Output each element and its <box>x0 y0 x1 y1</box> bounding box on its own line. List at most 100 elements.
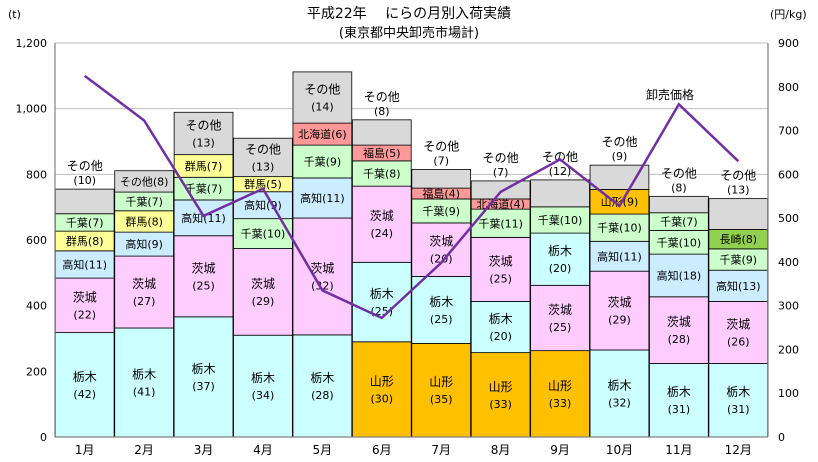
segment-share-label: (30) <box>370 392 393 405</box>
segment-label: 茨城 <box>370 209 394 223</box>
y-tick-label: 800 <box>26 168 47 181</box>
bar-segment <box>649 296 709 364</box>
bar-segment <box>470 236 531 302</box>
bar-segment <box>292 334 353 438</box>
segment-label: 茨城 <box>251 277 275 291</box>
bar-segment <box>530 232 590 286</box>
right-unit-label: (円/kg) <box>770 8 807 21</box>
segment-share-label: (31) <box>727 403 750 416</box>
segment-label: その他 <box>542 150 578 164</box>
segment-share-label: (13) <box>192 136 215 149</box>
bar-segment <box>411 343 472 438</box>
x-tick-label: 7月 <box>431 443 451 457</box>
segment-share-label: (8) <box>374 105 390 118</box>
bar-segment <box>530 179 590 208</box>
segment-label: 千葉(10) <box>597 221 642 235</box>
segment-label: 群馬(5) <box>244 177 282 191</box>
y2-tick-label: 200 <box>778 343 799 356</box>
price-line <box>83 74 740 320</box>
segment-label: その他 <box>720 169 756 183</box>
chart-subtitle: (東京都中央卸売市場計) <box>339 25 479 41</box>
segment-label: 茨城 <box>489 254 513 268</box>
segment-label: 千葉(8) <box>363 167 401 181</box>
bar-segment <box>292 144 353 179</box>
segment-share-label: (33) <box>489 398 512 411</box>
segment-label: 栃木 <box>73 370 97 384</box>
bar-group: 栃木 (34) 茨城 (29) 千葉(10) 高知(9) 群馬(5) その他 (13) <box>233 137 293 438</box>
bar-segment <box>470 352 531 438</box>
segment-label: 千葉(11) <box>478 216 523 230</box>
segment-label: 茨城 <box>73 290 97 304</box>
segment-share-label: (10) <box>73 174 96 187</box>
segment-share-label: (13) <box>727 184 750 197</box>
bar-segment <box>708 363 769 438</box>
bar-segment <box>649 363 709 438</box>
segment-label: 千葉(9) <box>422 204 460 218</box>
segment-share-label: (28) <box>311 389 334 402</box>
bar-segment <box>173 111 234 156</box>
y2-tick-label: 500 <box>778 212 799 225</box>
segment-label: 栃木 <box>192 362 216 376</box>
segment-label: その他 <box>304 83 340 97</box>
segment-share-label: (25) <box>192 279 215 292</box>
x-tick-label: 6月 <box>372 443 392 457</box>
chart-title: 平成22年 にらの月別入荷実績 <box>307 6 511 22</box>
segment-share-label: (31) <box>668 403 691 416</box>
segment-label: 福島(5) <box>363 146 401 160</box>
bar-segment <box>233 334 293 438</box>
segment-share-label: (33) <box>549 397 572 410</box>
y-tick-label: 200 <box>26 365 47 378</box>
bar-segment <box>708 269 769 302</box>
segment-label: 山形 <box>370 374 394 388</box>
bar-segment <box>708 198 769 230</box>
y-tick-label: 0 <box>40 431 47 444</box>
segment-share-label: (14) <box>311 101 334 114</box>
bar-segment <box>589 240 650 272</box>
y2-tick-label: 400 <box>778 256 799 269</box>
segment-share-label: (12) <box>549 165 572 178</box>
bar-segment <box>114 170 174 193</box>
segment-share-label: (29) <box>608 314 631 327</box>
segment-label: 群馬(8) <box>66 234 104 248</box>
left-unit-label: (t) <box>8 8 21 21</box>
bar-segment <box>470 300 531 354</box>
segment-share-label: (27) <box>133 295 156 308</box>
bar-segment <box>530 350 590 438</box>
bar-segment <box>411 169 472 189</box>
segment-label: その他 <box>186 118 222 132</box>
segment-label: 栃木 <box>667 385 691 399</box>
segment-share-label: (29) <box>252 295 275 308</box>
segment-label: 長崎(8) <box>719 232 757 246</box>
segment-share-label: (26) <box>727 335 750 348</box>
segment-share-label: (32) <box>608 396 631 409</box>
bar-group: 山形(33)栃木(20)茨城(25)千葉(11)北海道(4)その他(7) <box>470 151 531 438</box>
segment-share-label: (13) <box>252 160 275 173</box>
segment-share-label: (7) <box>433 154 449 167</box>
segment-label: 栃木 <box>607 378 631 392</box>
segment-label: その他 <box>364 90 400 104</box>
y-tick-label: 600 <box>26 234 47 247</box>
y2-tick-label: 300 <box>778 300 799 313</box>
segment-label: 茨城 <box>132 277 156 291</box>
segment-label: 茨城 <box>607 296 631 310</box>
segment-label: 茨城 <box>667 315 691 329</box>
segment-label: 栃木 <box>310 371 334 385</box>
segment-label: 茨城 <box>310 261 334 275</box>
x-tick-label: 3月 <box>194 443 214 457</box>
bar-segment <box>411 222 472 277</box>
bar-segment <box>530 284 590 352</box>
x-tick-label: 10月 <box>606 443 633 457</box>
segment-share-label: (8) <box>671 181 687 194</box>
segment-label: 栃木 <box>548 244 572 258</box>
bar-group: 栃木 (41) 茨城 (27) 高知(9) 群馬(8) 千葉(7) その他(8) <box>114 170 174 438</box>
bar-group: 栃木 (31) 茨城 (26) 高知(13) 千葉(9) 長崎(8) その他(13) <box>708 169 769 438</box>
segment-label: 北海道(6) <box>298 127 347 141</box>
bar-segment <box>351 160 412 187</box>
y2-tick-label: 800 <box>778 81 799 94</box>
segment-label: 千葉(10) <box>538 213 583 227</box>
segment-label: 高知(11) <box>62 257 107 271</box>
segment-label: 高知(9) <box>125 237 163 251</box>
bar-segment <box>54 332 115 438</box>
segment-share-label: (34) <box>252 389 275 402</box>
segment-share-label: (20) <box>489 330 512 343</box>
